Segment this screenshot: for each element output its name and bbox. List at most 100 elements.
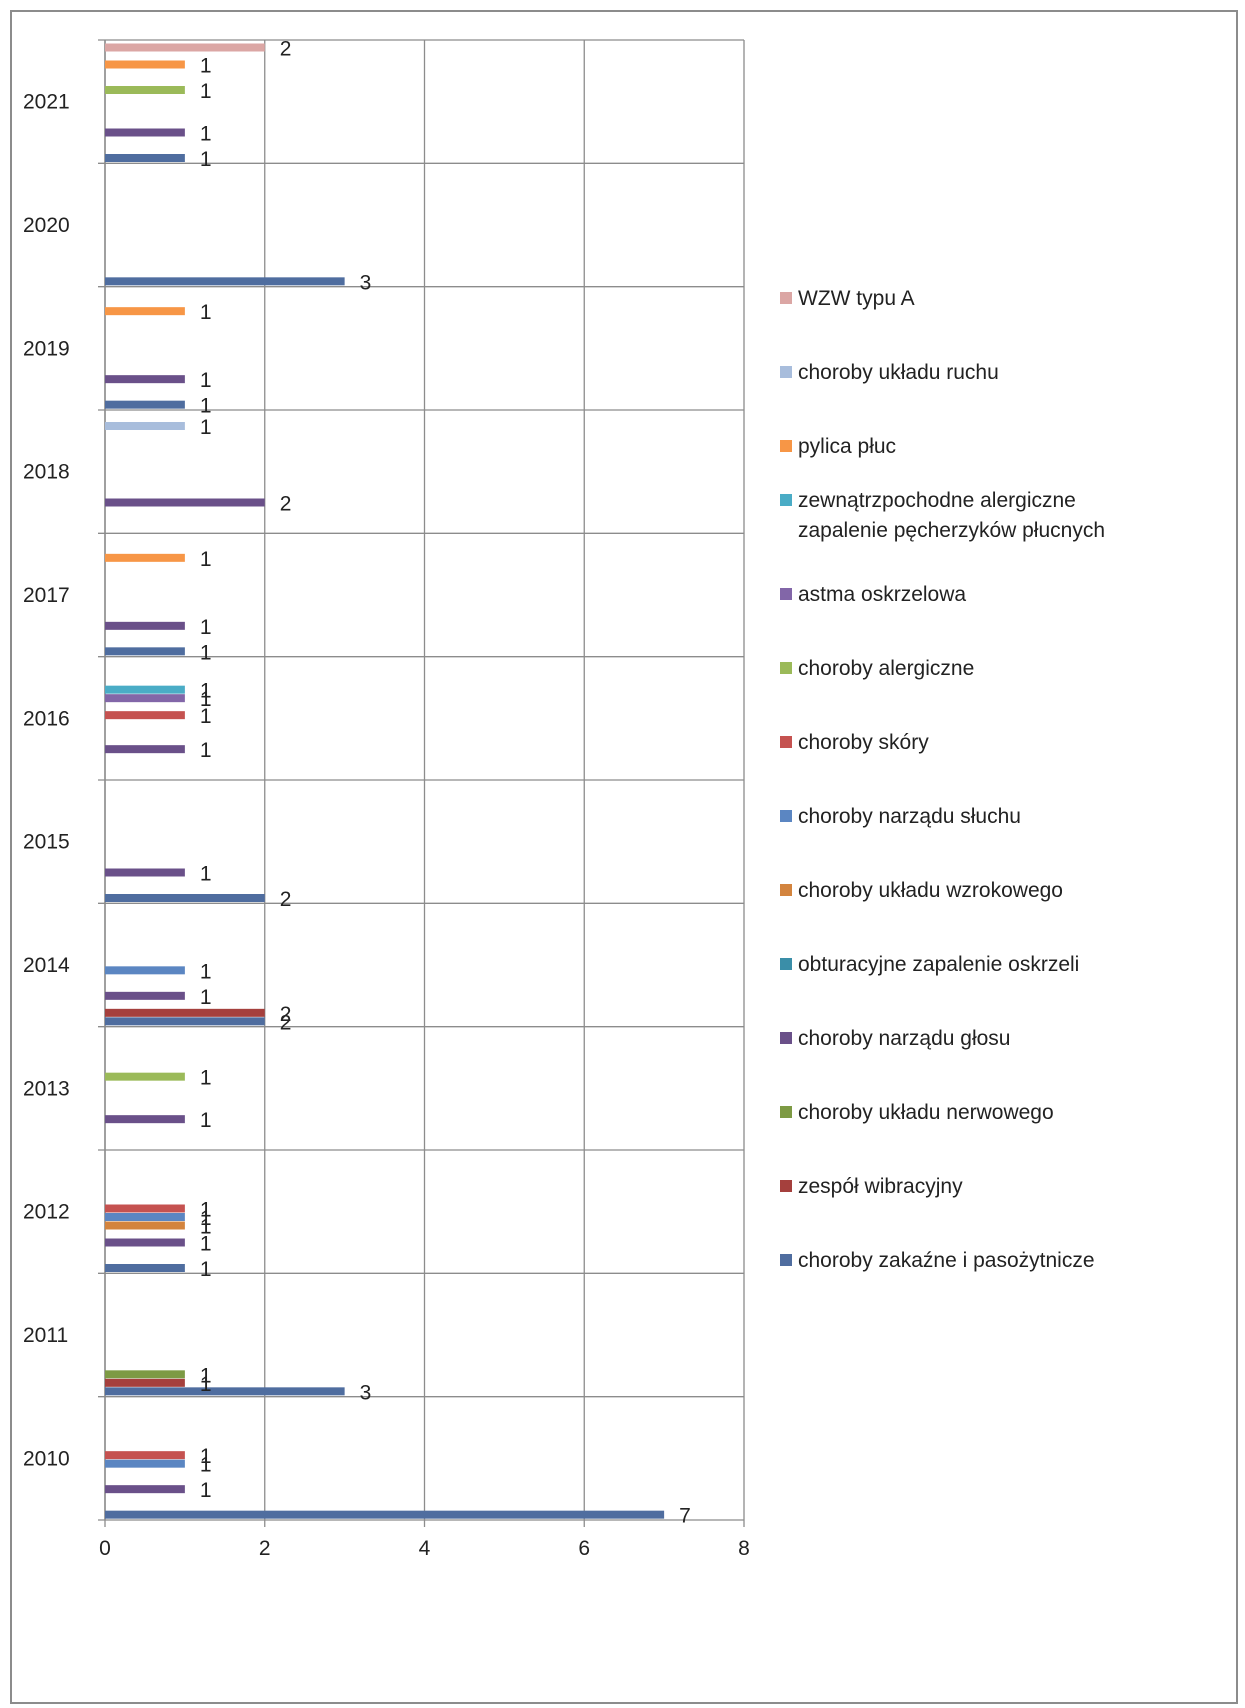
bar (105, 43, 265, 52)
data-label: 1 (200, 863, 212, 886)
legend-swatch (780, 588, 792, 600)
legend-swatch (780, 440, 792, 452)
legend-label: choroby układu wzrokowego (798, 879, 1063, 902)
chart-svg: 0 2 4 6 820107111201131120121111120131120142… (23, 38, 1105, 1561)
bar (105, 1459, 185, 1468)
y-category-label: 2013 (23, 1077, 70, 1100)
legend-label: zespół wibracyjny (798, 1175, 963, 1198)
bar (105, 711, 185, 720)
legend-label: choroby skóry (798, 731, 929, 754)
data-label: 1 (200, 1445, 212, 1468)
bar (105, 86, 185, 94)
legend-swatch (780, 810, 792, 822)
data-label: 1 (200, 705, 212, 728)
bar (105, 694, 185, 703)
bar (105, 60, 185, 69)
data-label: 1 (200, 641, 212, 664)
data-label: 1 (200, 688, 212, 711)
bar (105, 1115, 185, 1124)
data-label: 1 (200, 1454, 212, 1477)
data-label: 1 (200, 1216, 212, 1239)
legend-label: choroby alergiczne (798, 657, 974, 680)
data-label: 1 (200, 1109, 212, 1132)
x-tick-label: 8 (738, 1537, 750, 1560)
data-label: 1 (200, 55, 212, 78)
bar (105, 307, 185, 316)
bar (105, 1017, 265, 1026)
legend-swatch (780, 958, 792, 970)
bar (105, 894, 265, 902)
bar (105, 1387, 345, 1396)
bar (105, 154, 185, 162)
data-label: 1 (200, 148, 212, 171)
data-label: 3 (360, 271, 372, 294)
y-category-label: 2011 (23, 1324, 68, 1347)
bar (105, 966, 185, 975)
legend-swatch (780, 1180, 792, 1192)
legend-label: zapalenie pęcherzyków płucnych (798, 519, 1105, 542)
bar (105, 991, 185, 1000)
data-label: 2 (280, 38, 292, 61)
data-label: 1 (200, 301, 212, 324)
y-category-label: 2020 (23, 214, 70, 237)
legend-swatch (780, 292, 792, 304)
data-label: 1 (200, 1373, 212, 1396)
legend-swatch (780, 736, 792, 748)
bar (105, 647, 185, 656)
legend-swatch (780, 884, 792, 896)
legend-label: WZW typu A (798, 287, 915, 310)
data-label: 1 (200, 80, 212, 103)
bar (105, 1370, 185, 1379)
legend-label: pylica płuc (798, 435, 896, 458)
data-label: 1 (200, 1067, 212, 1090)
data-label: 1 (200, 123, 212, 146)
data-label: 1 (200, 548, 212, 571)
bar (105, 621, 185, 630)
data-label: 2 (280, 493, 292, 516)
bar (105, 1204, 185, 1213)
data-label: 1 (200, 369, 212, 392)
bar (105, 553, 185, 562)
bar (105, 1485, 185, 1494)
bar (105, 422, 185, 430)
y-category-label: 2012 (23, 1201, 70, 1224)
bar (105, 685, 185, 694)
bar (105, 1072, 185, 1081)
bar (105, 375, 185, 384)
legend-label: astma oskrzelowa (798, 583, 966, 606)
data-label: 2 (280, 1003, 292, 1026)
legend-swatch (780, 1032, 792, 1044)
data-label: 1 (200, 416, 212, 439)
data-label: 1 (200, 1364, 212, 1387)
bar (105, 498, 265, 507)
legend-label: choroby zakaźne i pasożytnicze (798, 1249, 1095, 1272)
bar (105, 1213, 185, 1221)
x-tick-label: 6 (578, 1537, 590, 1560)
legend-label: choroby układu ruchu (798, 361, 999, 384)
y-category-label: 2017 (23, 584, 70, 607)
y-category-label: 2018 (23, 461, 70, 484)
legend-label: choroby narządu słuchu (798, 805, 1021, 828)
data-label: 1 (200, 1233, 212, 1256)
legend-swatch (780, 1106, 792, 1118)
bar (105, 1451, 185, 1460)
data-label: 1 (200, 739, 212, 762)
y-category-label: 2021 (23, 91, 70, 114)
legend-label: zewnątrzpochodne alergiczne (798, 489, 1076, 512)
bar (105, 400, 185, 409)
legend-swatch (780, 662, 792, 674)
y-category-label: 2014 (23, 954, 70, 977)
y-category-label: 2015 (23, 831, 70, 854)
bar (105, 868, 185, 877)
bar (105, 1221, 185, 1230)
legend-swatch (780, 494, 792, 506)
bar (105, 1510, 665, 1519)
x-tick-label: 4 (419, 1537, 431, 1560)
bar (105, 277, 345, 286)
chart-frame: 0 2 4 6 8 2010 7 1 1 1 2011 3 1 1 2012 1 1 1 1 1 2013 1 1 2014 2… (10, 10, 1238, 1704)
data-label: 1 (200, 616, 212, 639)
bar (105, 745, 185, 754)
bar (105, 1378, 185, 1387)
y-category-label: 2010 (23, 1447, 70, 1470)
data-label: 3 (360, 1381, 372, 1404)
